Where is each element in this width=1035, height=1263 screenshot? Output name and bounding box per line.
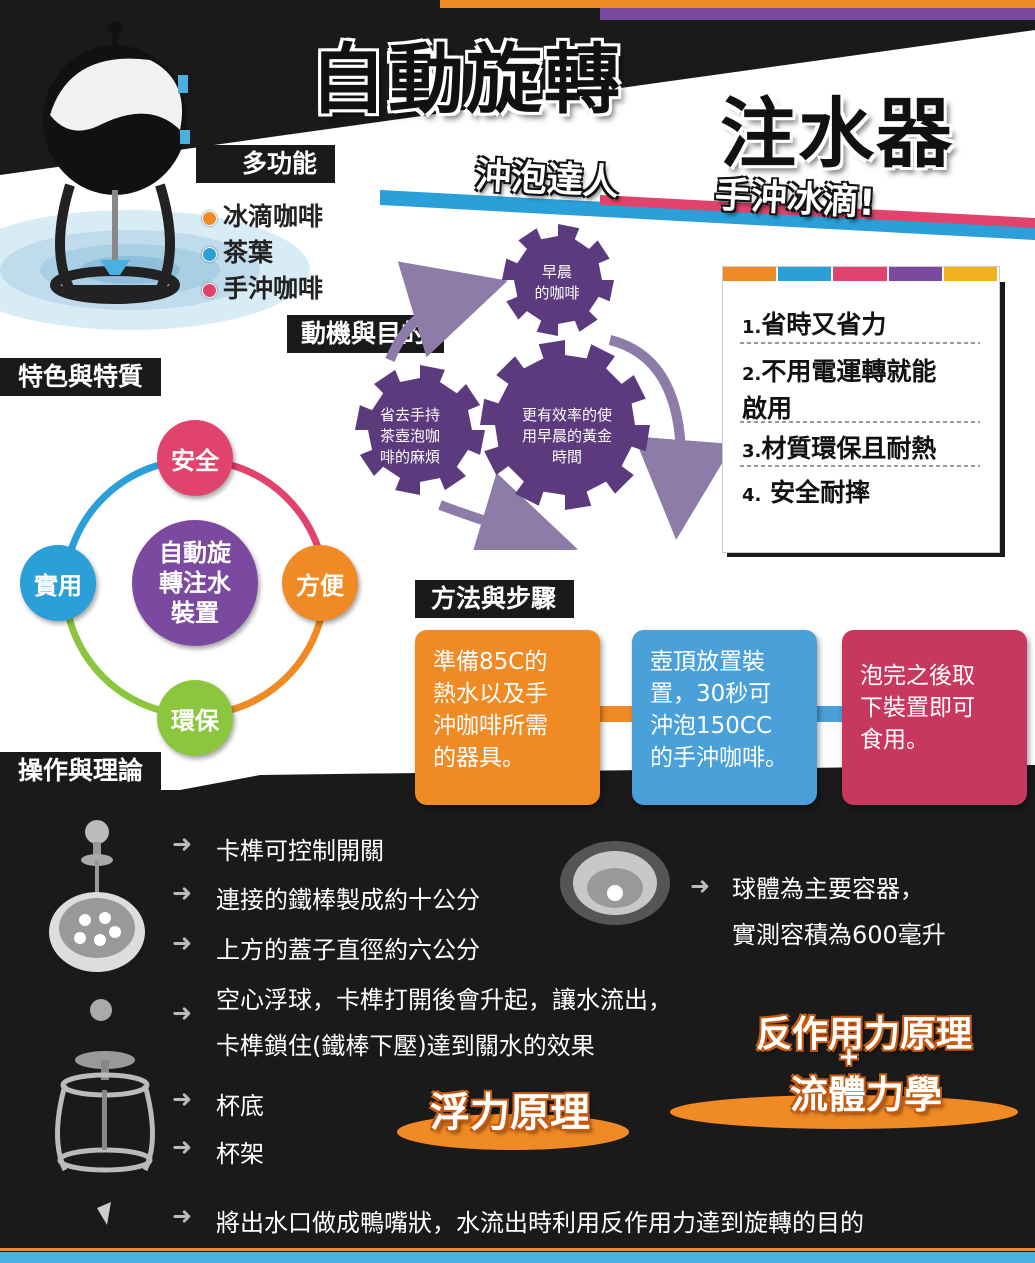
operation-item: 將出水口做成鴨嘴狀，水流出時利用反作用力達到旋轉的目的 xyxy=(216,1209,864,1237)
stripe-segment xyxy=(888,267,944,281)
benefit-text: 材質環保且耐熱 xyxy=(761,434,937,463)
gear-left-label: 省去手持 茶壺泡咖 啡的麻煩 xyxy=(379,406,440,466)
feature-center: 自動旋 轉注水 裝置 xyxy=(132,520,258,646)
feature-node-bottom: 環保 xyxy=(157,680,233,756)
device-image xyxy=(43,21,190,304)
benefit-dividers xyxy=(740,342,980,467)
op-arrow-icon: ➜ xyxy=(172,1133,193,1161)
stripe-segment xyxy=(833,267,889,281)
gear-top-shape xyxy=(502,224,614,336)
step-card: 壺頂放置裝 置，30秒可 沖泡150CC 的手沖咖啡。 xyxy=(632,630,817,805)
gear-top-label: 早晨 的咖啡 xyxy=(534,263,580,302)
stripe-segment xyxy=(943,267,1000,281)
op-arrow-icon: ➜ xyxy=(690,872,711,900)
principle-fluid: 流體力學 xyxy=(790,1073,943,1117)
sphere-image xyxy=(560,841,670,925)
gear-left-shape xyxy=(355,365,485,495)
multi-function-label: 多功能 xyxy=(196,145,336,183)
feature-item-label: 茶葉 xyxy=(223,238,274,267)
feature-node-right: 方便 xyxy=(282,545,358,621)
step-card: 準備85C的 熱水以及手 沖咖啡所需 的器具。 xyxy=(415,630,600,805)
method-label: 方法與步驟 xyxy=(415,580,575,618)
gear-big-shape xyxy=(480,340,650,510)
feature-node-left: 實用 xyxy=(20,545,96,621)
operation-label: 操作與理論 xyxy=(0,752,162,790)
features-label: 特色與特質 xyxy=(0,358,162,396)
benefit-item: 1.省時又省力 xyxy=(742,308,886,345)
subtitle-right: 手沖冰滴! xyxy=(713,174,877,225)
benefit-number: 1. xyxy=(742,317,762,338)
benefit-number: 4. xyxy=(742,485,762,506)
step-card: 泡完之後取 下裝置即可 食用。 xyxy=(842,630,1027,805)
benefits-stripe xyxy=(723,267,1000,281)
benefit-text: 省時又省力 xyxy=(761,310,887,339)
principle-reaction: 反作用力原理 xyxy=(756,1014,973,1055)
benefit-item: 2.不用電運轉就能 啟用 xyxy=(742,355,992,426)
benefit-text: 安全耐摔 xyxy=(761,478,871,507)
operation-item: 空心浮球，卡榫打開後會升起，讓水流出， 卡榫鎖住(鐵棒下壓)達到關水的效果 xyxy=(216,986,672,1060)
page-title-left: 自動旋轉 xyxy=(310,35,622,124)
feature-item-label: 手沖咖啡 xyxy=(223,274,324,303)
stripe-segment xyxy=(723,267,779,281)
benefit-text: 不用電運轉就能 啟用 xyxy=(742,357,937,423)
op-arrow-icon: ➜ xyxy=(172,1202,193,1230)
op-arrow-icon: ➜ xyxy=(172,999,193,1027)
principle-1-base xyxy=(397,1114,629,1150)
feature-item: 茶葉 xyxy=(202,233,273,269)
benefit-item: 4. 安全耐摔 xyxy=(742,476,870,513)
operation-item: 卡榫可控制開關 xyxy=(216,837,384,865)
stripe-segment xyxy=(778,267,834,281)
principle-buoyancy: 浮力原理 xyxy=(430,1090,590,1136)
operation-item: 杯架 xyxy=(216,1140,264,1168)
subtitle-left: 沖泡達人 xyxy=(473,155,620,204)
op-arrow-icon: ➜ xyxy=(172,879,193,907)
parts-illustration xyxy=(49,820,155,1225)
sphere-note: 球體為主要容器， 實測容積為600毫升 xyxy=(732,875,946,949)
op-arrow-icon: ➜ xyxy=(172,830,193,858)
principle-plus: + xyxy=(838,1042,860,1072)
benefit-item: 3.材質環保且耐熱 xyxy=(742,432,936,469)
feature-item-label: 冰滴咖啡 xyxy=(223,202,324,231)
operation-item: 杯底 xyxy=(216,1092,264,1120)
orange-dot-icon xyxy=(202,210,217,226)
page-title-right: 注水器 xyxy=(720,89,954,178)
benefit-number: 2. xyxy=(742,364,762,385)
feature-item: 冰滴咖啡 xyxy=(202,197,323,233)
gear-diagram xyxy=(355,224,730,550)
feature-item: 手沖咖啡 xyxy=(202,269,323,305)
pink-dot-icon xyxy=(202,282,217,298)
gear-big-label: 更有效率的使 用早晨的黃金 時間 xyxy=(521,406,612,466)
blue-dot-icon xyxy=(202,246,217,262)
benefits-box xyxy=(722,266,1000,553)
operation-item: 上方的蓋子直徑約六公分 xyxy=(216,936,480,964)
benefit-number: 3. xyxy=(742,441,762,462)
principle-2-base xyxy=(670,1095,1018,1129)
op-arrow-icon: ➜ xyxy=(172,1085,193,1113)
operation-item: 連接的鐵棒製成約十公分 xyxy=(216,886,480,914)
op-arrow-icon: ➜ xyxy=(172,929,193,957)
feature-node-top: 安全 xyxy=(157,420,233,496)
